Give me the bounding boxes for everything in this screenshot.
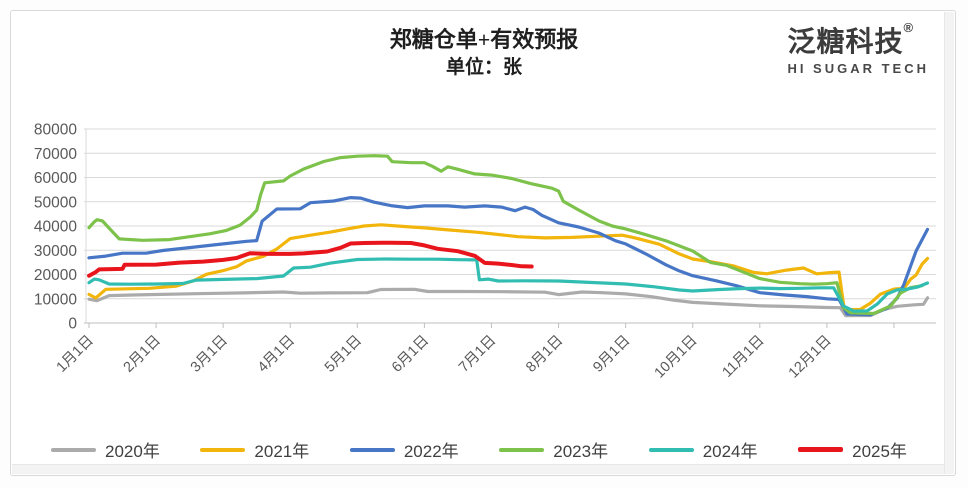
line-chart: 0 10000 20000 30000 40000 50000 60000 70000 8000… (34, 122, 936, 382)
legend-swatch-icon (499, 447, 545, 452)
legend-label: 2025年 (852, 442, 907, 461)
x-axis-label: 11月1日 (719, 333, 767, 381)
legend-swatch-icon (798, 447, 844, 452)
y-axis-label: 20000 (34, 267, 77, 284)
brand-name: 泛糖科技 (787, 26, 904, 57)
series-line-2022年[interactable] (87, 196, 930, 317)
y-axis-label: 60000 (34, 170, 77, 187)
legend-label: 2021年 (254, 442, 310, 461)
legend-item-2022年[interactable]: 2022年 (349, 437, 459, 462)
legend-label: 2020年 (105, 442, 160, 461)
legend-item-2025年[interactable]: 2025年 (798, 437, 907, 462)
y-axis-label: 0 (68, 316, 77, 333)
legend-label: 2023年 (553, 442, 609, 461)
x-axis-label: 5月1日 (322, 333, 365, 376)
y-axis-label: 30000 (34, 243, 77, 260)
x-axis-label: 12月1日 (786, 333, 835, 382)
legend-swatch-icon (648, 447, 694, 452)
chart-card: 郑糖仓单+有效预报 单位：张 泛糖科技® HI SUGAR TECH 0 1000… (10, 10, 956, 476)
legend-label: 2022年 (403, 442, 459, 461)
legend-swatch-icon (349, 447, 395, 452)
x-axis-label: 9月1日 (590, 333, 633, 376)
chart-title: 郑糖仓单+有效预报 (389, 27, 579, 52)
y-axis-label: 80000 (34, 122, 77, 139)
brand-logo: 泛糖科技® HI SUGAR TECH (787, 20, 929, 76)
legend-swatch-icon (51, 447, 96, 452)
legend-item-2023年[interactable]: 2023年 (499, 437, 608, 462)
series-line-2020年[interactable] (87, 287, 930, 318)
vertical-scrollbar[interactable] (944, 12, 954, 474)
x-axis-label: 10月1日 (652, 333, 701, 382)
brand-logo-text: 泛糖科技® (787, 20, 929, 58)
x-axis-label: 2月1日 (121, 333, 164, 376)
y-axis-label: 40000 (34, 219, 77, 236)
legend-item-2021年[interactable]: 2021年 (200, 437, 309, 462)
series-line-2023年[interactable] (87, 154, 924, 316)
x-axis-label: 4月1日 (255, 333, 298, 376)
y-axis-label: 70000 (34, 146, 77, 163)
series-line-2024年[interactable] (87, 257, 930, 313)
registered-trademark-icon: ® (903, 20, 915, 35)
chart-subtitle: 单位：张 (445, 56, 522, 78)
horizontal-scrollbar[interactable] (12, 464, 944, 474)
y-axis-label: 50000 (34, 194, 77, 211)
chart-legend: 2020年 2021年 2022年 2023年 2024年 2025年 (51, 437, 907, 462)
legend-item-2020年[interactable]: 2020年 (51, 437, 160, 462)
x-axis-label: 6月1日 (389, 333, 432, 376)
chart-header: 郑糖仓单+有效预报 单位：张 (11, 25, 957, 81)
legend-label: 2024年 (702, 442, 758, 461)
y-axis-label: 10000 (34, 291, 77, 308)
x-axis-label: 7月1日 (456, 333, 499, 376)
legend-item-2024年[interactable]: 2024年 (648, 437, 758, 462)
x-axis-label: 8月1日 (523, 333, 566, 376)
x-axis-label: 1月1日 (54, 333, 97, 376)
series-line-2025年[interactable] (87, 240, 534, 278)
legend-swatch-icon (200, 447, 246, 452)
brand-tagline: HI SUGAR TECH (787, 60, 929, 76)
x-axis-label: 3月1日 (188, 333, 231, 376)
